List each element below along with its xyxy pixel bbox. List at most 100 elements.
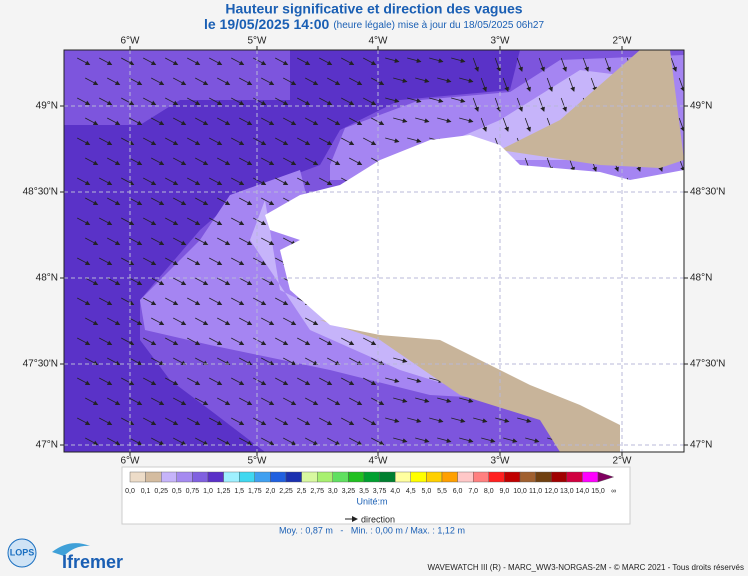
wave-arrow: [143, 177, 157, 185]
wave-arrow: [217, 277, 231, 285]
wave-arrow: [560, 57, 567, 72]
wave-arrow: [341, 377, 355, 385]
wave-arrow: [99, 257, 113, 265]
wave-arrow: [415, 437, 430, 443]
wave-arrow: [297, 417, 311, 425]
wave-arrow: [77, 377, 91, 385]
wave-arrow: [121, 337, 135, 345]
wave-arrow: [429, 417, 444, 423]
wave-arrow: [363, 417, 377, 425]
wave-arrow: [107, 197, 121, 205]
wave-arrow: [151, 357, 165, 365]
color-swatch: [176, 471, 193, 483]
wave-arrow: [173, 357, 187, 365]
color-swatch: [192, 471, 209, 483]
color-swatch: [129, 471, 146, 483]
wave-arrow: [129, 277, 143, 285]
wave-arrow: [209, 257, 223, 265]
colorbar-label: 0,1: [141, 488, 151, 495]
wave-arrow: [99, 217, 113, 225]
color-swatch: [410, 471, 427, 483]
wave-arrow: [187, 297, 201, 305]
wave-arrow: [502, 117, 509, 132]
wave-arrow: [516, 57, 523, 72]
lon-label: 4°W: [369, 456, 389, 467]
wave-arrow: [85, 197, 99, 205]
wave-arrow: [297, 377, 311, 385]
wave-arrow: [590, 77, 597, 92]
wave-arrow: [437, 437, 452, 443]
wave-arrow: [538, 57, 545, 72]
wave-arrow: [459, 397, 474, 403]
colorbar-label: 10,0: [513, 488, 527, 495]
wave-arrow: [305, 117, 319, 125]
wave-arrow: [283, 317, 297, 325]
color-swatch: [348, 471, 365, 483]
wave-arrow: [297, 337, 311, 345]
wave-arrow: [327, 397, 341, 405]
color-swatch: [519, 471, 536, 483]
wave-arrow: [187, 177, 201, 185]
wave-arrow: [121, 217, 135, 225]
colorbar-label: 1,75: [248, 488, 262, 495]
color-swatch: [395, 471, 412, 483]
wave-arrow: [129, 197, 143, 205]
wave-arrow: [209, 337, 223, 345]
wave-arrow: [297, 97, 311, 105]
wave-arrow: [495, 417, 510, 423]
wave-arrow: [341, 97, 355, 105]
wave-arrow: [472, 97, 479, 112]
wave-arrow: [261, 437, 275, 445]
wave-arrow: [363, 337, 377, 345]
color-swatch: [301, 471, 318, 483]
wave-arrow: [187, 377, 201, 385]
wave-arrow: [107, 157, 121, 165]
wave-arrow: [371, 77, 385, 85]
wave-arrow: [151, 237, 165, 245]
wave-arrow: [283, 357, 297, 365]
wave-arrow: [187, 337, 201, 345]
wave-arrow: [151, 317, 165, 325]
wave-arrow: [195, 277, 209, 285]
wave-arrow: [261, 237, 275, 245]
wave-arrow: [217, 317, 231, 325]
wave-arrow: [349, 77, 363, 85]
wave-arrow: [261, 157, 275, 165]
wave-arrow: [275, 377, 289, 385]
colorbar-label: 2,5: [297, 488, 307, 495]
wave-arrow: [107, 117, 121, 125]
wave-arrow: [121, 417, 135, 425]
wave-arrow: [99, 177, 113, 185]
wave-arrow: [319, 177, 333, 185]
lops-logo: [7, 538, 37, 568]
wave-arrow: [305, 317, 319, 325]
wave-arrow: [143, 297, 157, 305]
color-swatch: [270, 471, 287, 483]
ifremer-wave: [52, 543, 90, 556]
wave-arrow: [231, 97, 245, 105]
wave-arrow: [385, 417, 400, 423]
wave-arrow: [239, 157, 253, 165]
wave-arrow: [107, 77, 121, 85]
wave-arrow: [327, 157, 341, 165]
wave-arrow: [494, 97, 501, 112]
wave-arrow: [429, 57, 444, 63]
date: le 19/05/2025 14:00: [204, 16, 330, 32]
wave-arrow: [678, 77, 684, 92]
wave-arrow: [187, 217, 201, 225]
colorbar-label: 11,0: [529, 488, 542, 495]
wave-arrow: [385, 137, 400, 143]
wave-arrow: [85, 117, 99, 125]
wave-arrow: [502, 77, 509, 92]
shore-zone: [320, 320, 630, 452]
wave-arrow: [407, 57, 422, 63]
wave-arrow: [472, 57, 479, 72]
wave-arrow: [327, 77, 341, 85]
color-swatch: [317, 471, 334, 483]
unit: Unité:m: [356, 496, 387, 506]
wave-arrow: [327, 437, 341, 445]
wave-arrow: [231, 57, 245, 65]
wave-arrow: [407, 97, 422, 103]
